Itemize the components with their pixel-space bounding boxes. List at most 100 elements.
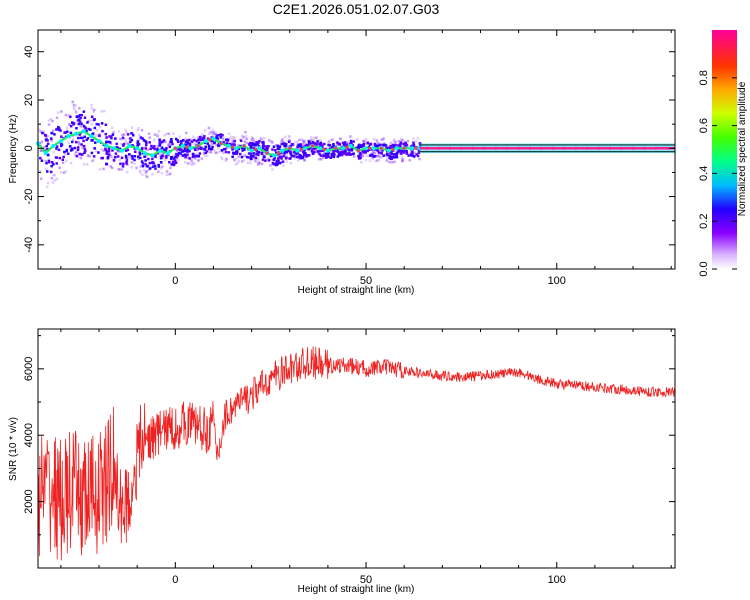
- spectrogram-band-cell: [172, 160, 175, 164]
- spectrogram-band-cell: [186, 153, 189, 156]
- spectrogram-band-cell: [197, 147, 200, 150]
- spectrogram-x-tick-label: 100: [548, 275, 566, 287]
- spectrogram-noise-cell: [141, 173, 144, 176]
- spectrogram-band-cell: [83, 116, 87, 119]
- spectrogram-band-cell: [67, 152, 70, 155]
- spectrogram-noise-cell: [156, 144, 160, 148]
- spectrogram-noise-cell: [217, 150, 221, 154]
- spectrogram-band-cell: [298, 153, 301, 157]
- spectrogram-band-cell: [322, 154, 326, 157]
- spectrogram-noise-cell: [341, 149, 345, 152]
- spectrogram-band-cell: [153, 164, 157, 168]
- spectrogram-band-cell: [151, 165, 155, 168]
- spectrogram-band-cell: [115, 146, 119, 149]
- spectrogram-band-cell: [329, 156, 333, 159]
- spectrogram-noise-cell: [245, 137, 248, 141]
- spectrogram-peak-point: [104, 143, 109, 148]
- spectrogram-noise-cell: [408, 159, 411, 162]
- spectrogram-band-cell: [55, 162, 58, 165]
- spectrogram-noise-cell: [53, 179, 57, 182]
- spectrogram-noise-cell: [74, 111, 78, 114]
- spectrogram-band-cell: [241, 149, 244, 152]
- spectrogram-band-cell: [188, 149, 191, 153]
- spectrogram-noise-cell: [79, 125, 82, 128]
- spectrogram-band-cell: [377, 151, 381, 154]
- spectrogram-band-cell: [87, 127, 90, 131]
- spectrogram-noise-cell: [319, 158, 323, 161]
- spectrogram-noise-cell: [49, 117, 53, 121]
- spectrogram-frame: [37, 29, 676, 270]
- spectrogram-band-cell: [161, 154, 164, 157]
- spectrogram-noise-cell: [327, 140, 330, 143]
- spectrogram-band-cell: [107, 140, 111, 144]
- spectrogram-noise-cell: [102, 109, 106, 113]
- spectrogram-band-cell: [192, 153, 195, 156]
- spectrogram-noise-cell: [222, 151, 225, 155]
- snr-axes: 0 50 100 2000 4000 6000: [23, 329, 675, 586]
- spectrogram-noise-cell: [64, 113, 68, 117]
- spectrogram-band-cell: [69, 145, 72, 148]
- spectrogram-band-cell: [250, 142, 254, 145]
- spectrogram-noise-cell: [89, 119, 93, 123]
- snr-y-tick-label: 2000: [23, 489, 35, 513]
- spectrogram-band-cell: [381, 143, 384, 147]
- spectrogram-band-cell: [348, 153, 351, 156]
- spectrogram-band-cell: [193, 155, 196, 158]
- spectrogram-band-cell: [252, 154, 255, 158]
- spectrogram-noise-cell: [55, 148, 59, 151]
- spectrogram-band-cell: [394, 143, 397, 147]
- spectrogram-noise-cell: [111, 166, 114, 170]
- spectrogram-noise-cell: [303, 158, 306, 161]
- spectrogram-band-cell: [303, 153, 306, 157]
- spectrogram-band-cell: [100, 122, 104, 125]
- spectrogram-band-cell: [251, 144, 254, 147]
- spectrogram-band-cell: [159, 161, 163, 164]
- spectrogram-noise-cell: [162, 156, 166, 159]
- colorbar-tick-label: 0.4: [698, 166, 710, 181]
- spectrogram-band-cell: [349, 139, 353, 143]
- spectrogram-band-cell: [239, 139, 243, 142]
- spectrogram-noise-cell: [184, 161, 187, 164]
- spectrogram-noise-cell: [75, 119, 79, 123]
- spectrogram-band-cell: [290, 154, 294, 158]
- spectrogram-band-cell: [369, 142, 373, 146]
- spectrogram-band-cell: [345, 152, 349, 155]
- spectrogram-noise-cell: [285, 160, 288, 163]
- spectrogram-band-cell: [276, 147, 280, 150]
- spectrogram-band-cell: [199, 135, 202, 139]
- spectrogram-noise-cell: [120, 161, 124, 165]
- snr-y-axis-label: SNR (10 * v/v): [8, 417, 19, 481]
- spectrogram-noise-cell: [415, 139, 418, 143]
- spectrogram-band-cell: [320, 149, 324, 152]
- spectrogram-band-cell: [131, 144, 134, 147]
- spectrogram-band-cell: [53, 133, 56, 136]
- spectrogram-band-cell: [395, 151, 399, 154]
- spectrogram-band-cell: [264, 148, 267, 151]
- spectrogram-noise-cell: [317, 158, 321, 161]
- spectrogram-band-cell: [410, 144, 413, 148]
- spectrogram-band-cell: [188, 142, 191, 145]
- spectrogram-noise-cell: [177, 158, 180, 161]
- spectrogram-band-cell: [313, 150, 316, 154]
- spectrogram-band-cell: [313, 142, 317, 145]
- spectrogram-band-cell: [399, 143, 402, 146]
- spectrogram-band-cell: [261, 146, 265, 150]
- spectrogram-band-cell: [280, 142, 283, 146]
- spectrogram-noise-cell: [300, 138, 304, 141]
- spectrogram-band-cell: [83, 151, 86, 154]
- spectrogram-band-cell: [92, 132, 95, 135]
- spectrogram-noise-cell: [271, 168, 274, 171]
- spectrogram-hot-point: [322, 147, 326, 152]
- spectrogram-band-cell: [204, 145, 207, 148]
- spectrogram-band-cell: [332, 150, 335, 153]
- spectrogram-noise-cell: [400, 155, 404, 159]
- spectrogram-band-cell: [348, 148, 351, 151]
- spectrogram-noise-cell: [210, 142, 214, 146]
- spectrogram-noise-cell: [40, 149, 43, 152]
- spectrogram-band-cell: [173, 159, 177, 162]
- spectrogram-noise-cell: [397, 140, 401, 143]
- snr-series-line: [37, 346, 675, 561]
- spectrogram-band-cell: [112, 159, 116, 162]
- spectrogram-band-cell: [144, 162, 147, 166]
- spectrogram-noise-cell: [79, 156, 83, 160]
